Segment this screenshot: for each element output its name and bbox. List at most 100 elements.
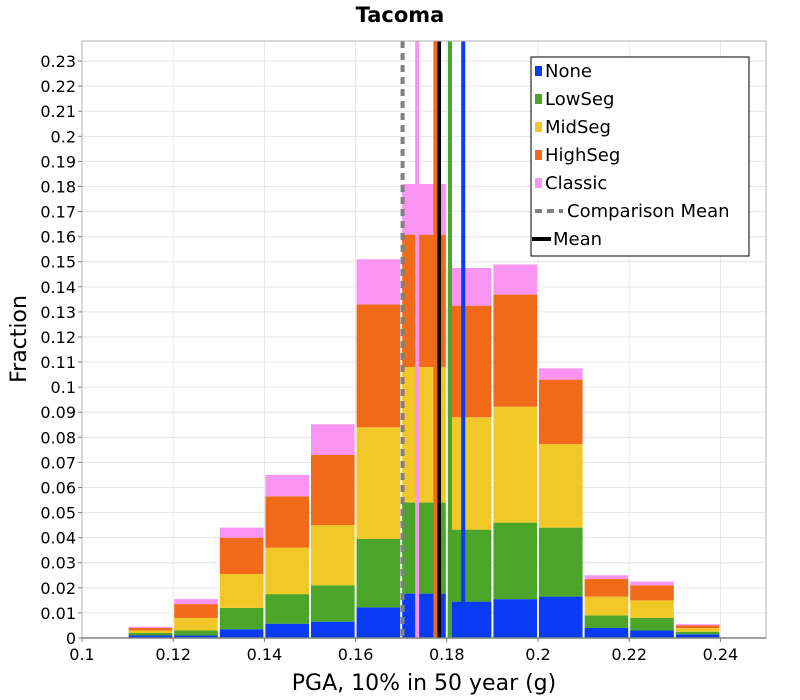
legend-label: Mean — [553, 229, 602, 250]
bar-none-bin-5 — [311, 621, 355, 638]
bar-highseg-bin-6 — [356, 304, 401, 428]
y-tick-label: 0.11 — [40, 353, 76, 372]
legend-label: Comparison Mean — [567, 201, 730, 222]
x-tick-label: 0.16 — [338, 645, 374, 664]
bar-classic-bin-6 — [356, 259, 401, 305]
bar-lowseg-bin-1 — [128, 632, 173, 636]
legend-swatch-none — [535, 66, 542, 76]
y-tick-label: 0.1 — [51, 378, 76, 397]
axes: 0 0.01 0.02 0.03 0.04 0.05 0.06 0.07 0.08 0.09 0.1… — [40, 52, 766, 664]
y-axis-label: Fraction — [7, 295, 32, 383]
bar-lowseg-bin-5 — [311, 585, 355, 622]
legend-label: None — [545, 61, 592, 82]
y-tick-label: 0.19 — [40, 152, 76, 171]
bar-midseg-bin-9 — [493, 406, 537, 523]
x-tick-label: 0.2 — [525, 645, 550, 664]
bar-highseg-bin-5 — [311, 454, 355, 526]
bar-highseg-bin-8 — [447, 305, 492, 418]
y-tick-label: 0.08 — [40, 428, 76, 447]
bar-midseg-bin-10 — [539, 444, 583, 528]
bar-lowseg-bin-6 — [356, 538, 401, 608]
bar-midseg-bin-4 — [265, 547, 309, 595]
x-tick-label: 0.18 — [429, 645, 465, 664]
bar-classic-bin-1 — [128, 626, 173, 628]
bar-lowseg-bin-8 — [447, 529, 492, 602]
legend-swatch-classic — [535, 178, 542, 188]
y-tick-label: 0.06 — [40, 478, 76, 497]
bar-highseg-bin-12 — [630, 585, 674, 601]
bar-highseg-bin-13 — [675, 625, 720, 628]
bar-lowseg-bin-10 — [539, 527, 583, 597]
bar-lowseg-bin-11 — [584, 615, 629, 628]
x-tick-label: 0.12 — [155, 645, 191, 664]
bar-none-bin-3 — [219, 629, 264, 638]
x-tick-label: 0.14 — [247, 645, 283, 664]
bar-midseg-bin-12 — [630, 600, 674, 618]
bar-lowseg-bin-3 — [219, 607, 264, 630]
bar-highseg-bin-2 — [174, 604, 218, 618]
bar-lowseg-bin-13 — [675, 631, 720, 635]
bar-classic-bin-4 — [265, 474, 309, 497]
bar-midseg-bin-8 — [447, 417, 492, 530]
bar-none-bin-2 — [174, 635, 218, 638]
legend-label: HighSeg — [545, 145, 620, 166]
bar-highseg-bin-10 — [539, 379, 583, 445]
legend-label: MidSeg — [545, 117, 611, 138]
y-tick-label: 0.13 — [40, 303, 76, 322]
y-tick-label: 0.09 — [40, 403, 76, 422]
y-tick-label: 0.23 — [40, 52, 76, 71]
y-tick-label: 0.21 — [40, 102, 76, 121]
y-tick-label: 0.03 — [40, 554, 76, 573]
bar-highseg-bin-9 — [493, 294, 537, 407]
bar-none-bin-4 — [265, 623, 309, 638]
y-tick-label: 0.2 — [51, 127, 76, 146]
bar-midseg-bin-2 — [174, 617, 218, 631]
y-tick-label: 0.12 — [40, 328, 76, 347]
bar-classic-bin-13 — [675, 624, 720, 626]
bar-midseg-bin-3 — [219, 574, 264, 608]
legend: None LowSeg MidSeg HighSeg Classic Comparison… — [530, 56, 750, 257]
bars — [128, 183, 720, 638]
bar-lowseg-bin-9 — [493, 522, 537, 600]
bar-none-bin-12 — [630, 630, 674, 638]
y-tick-label: 0.14 — [40, 278, 76, 297]
bar-midseg-bin-5 — [311, 525, 355, 586]
bar-highseg-bin-11 — [584, 579, 629, 597]
y-tick-label: 0.02 — [40, 579, 76, 598]
bar-midseg-bin-11 — [584, 596, 629, 616]
legend-label: Classic — [545, 173, 607, 194]
y-tick-label: 0.18 — [40, 177, 76, 196]
bar-lowseg-bin-4 — [265, 594, 309, 624]
y-tick-label: 0.05 — [40, 504, 76, 523]
legend-swatch-highseg — [535, 150, 542, 160]
bar-midseg-bin-6 — [356, 427, 401, 539]
y-tick-label: 0.01 — [40, 604, 76, 623]
y-tick-label: 0.07 — [40, 453, 76, 472]
bar-lowseg-bin-2 — [174, 630, 218, 636]
bar-lowseg-bin-12 — [630, 617, 674, 631]
bar-classic-bin-10 — [539, 368, 583, 380]
bar-none-bin-10 — [539, 596, 583, 638]
legend-label: LowSeg — [545, 89, 614, 110]
bar-highseg-bin-4 — [265, 496, 309, 548]
bar-classic-bin-3 — [219, 527, 264, 538]
bar-midseg-bin-13 — [675, 627, 720, 632]
y-tick-label: 0.22 — [40, 77, 76, 96]
bar-classic-bin-11 — [584, 575, 629, 580]
legend-swatch-midseg — [535, 122, 542, 132]
bar-classic-bin-2 — [174, 599, 218, 605]
bar-midseg-bin-1 — [128, 630, 173, 633]
bar-classic-bin-12 — [630, 581, 674, 586]
x-tick-label: 0.22 — [611, 645, 647, 664]
bar-highseg-bin-1 — [128, 627, 173, 631]
chart-title: Tacoma — [356, 3, 445, 27]
bar-none-bin-11 — [584, 627, 629, 638]
bar-classic-bin-8 — [447, 268, 492, 306]
x-tick-label: 0.1 — [69, 645, 94, 664]
bar-highseg-bin-3 — [219, 537, 264, 575]
bar-classic-bin-9 — [493, 264, 537, 295]
y-tick-label: 0.04 — [40, 529, 76, 548]
legend-swatch-lowseg — [535, 94, 542, 104]
x-axis-label: PGA, 10% in 50 year (g) — [292, 671, 556, 696]
